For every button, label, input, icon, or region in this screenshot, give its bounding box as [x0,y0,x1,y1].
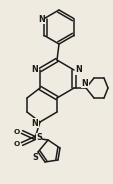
Text: N: N [31,118,38,128]
Text: O: O [14,129,20,135]
Text: N: N [31,66,38,75]
Text: S: S [32,153,38,162]
Text: N: N [81,79,88,88]
Text: O: O [14,141,20,147]
Text: N: N [75,66,82,75]
Text: N: N [38,15,44,24]
Text: S: S [36,134,42,142]
